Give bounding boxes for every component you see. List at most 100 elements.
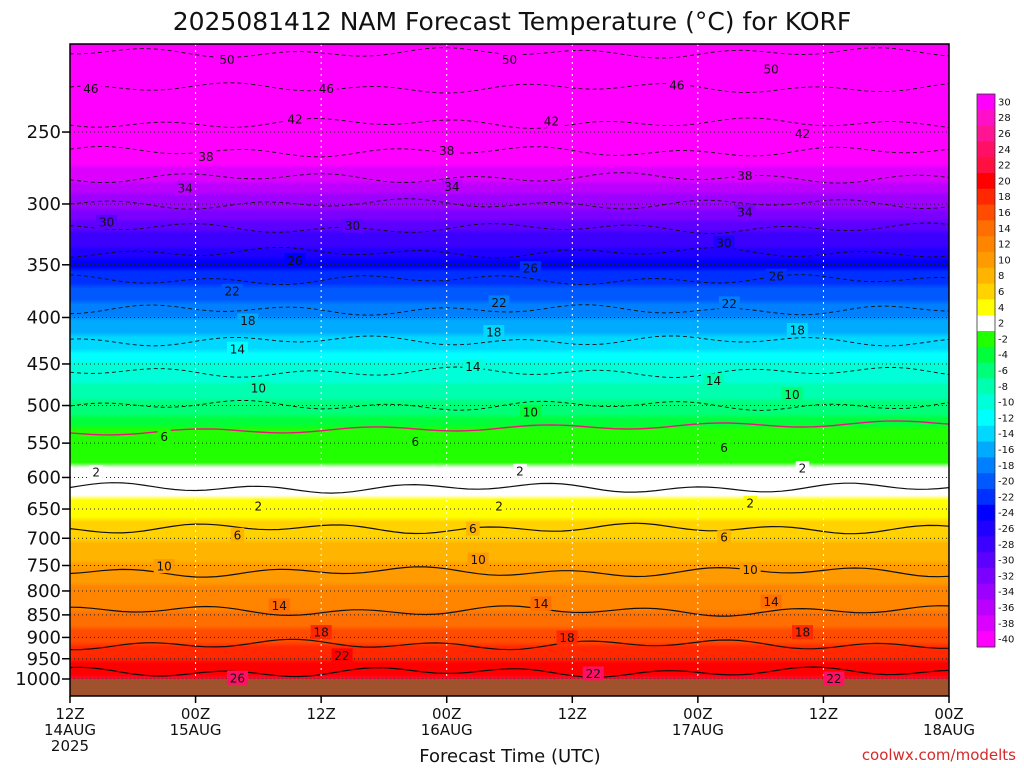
contour-line — [70, 172, 949, 184]
contour-label: 2 — [746, 496, 754, 510]
y-tick-label: 850 — [27, 605, 61, 626]
contour-label-bg — [408, 434, 423, 449]
contour-label: 10 — [251, 381, 266, 395]
colorbar-label: -22 — [998, 492, 1014, 503]
contour-line — [70, 400, 949, 411]
colorbar-frame — [976, 93, 996, 648]
contour-label-bg — [743, 495, 757, 510]
colorbar-label: 30 — [998, 97, 1011, 108]
colorbar-swatch — [977, 536, 995, 553]
y-tick-label: 950 — [27, 649, 61, 670]
y-tick-label: 700 — [27, 528, 61, 549]
contour-label-bg — [795, 461, 810, 476]
contour-label: 2 — [516, 464, 524, 478]
colorbar-swatch — [977, 410, 995, 427]
colorbar-label: 12 — [998, 240, 1011, 251]
contour-label: 14 — [763, 595, 778, 609]
contour-label-bg — [781, 387, 803, 402]
colorbar-swatch — [977, 157, 995, 174]
y-tick-label: 400 — [27, 307, 61, 328]
colorbar-label: 14 — [998, 224, 1011, 235]
contour-label-bg — [792, 126, 813, 141]
colorbar-swatch — [977, 520, 995, 537]
contour-label: 10 — [470, 553, 485, 567]
contour-label-bg — [734, 168, 756, 183]
colorbar-label: 24 — [998, 145, 1011, 156]
contour-label: 2 — [495, 499, 503, 513]
y-tick-label: 250 — [27, 122, 61, 143]
contour-line — [70, 335, 949, 347]
y-tick-label: 300 — [27, 194, 61, 215]
colorbar-swatch — [977, 441, 995, 458]
y-tick-label: 450 — [27, 354, 61, 375]
colorbar-label: -36 — [998, 603, 1014, 614]
colorbar-swatch — [977, 394, 995, 411]
colorbar-label: -30 — [998, 556, 1014, 567]
contour-label-bg — [666, 78, 688, 93]
contour-label: 10 — [743, 563, 758, 577]
contour-label: 50 — [502, 53, 517, 67]
colorbar-swatch — [977, 267, 995, 285]
colorbar-swatch — [977, 141, 995, 158]
contour-label: 26 — [287, 254, 302, 268]
contour-label: 2 — [255, 499, 263, 513]
contour-line — [70, 482, 949, 494]
y-tick-label: 550 — [27, 433, 61, 454]
contour-label: 46 — [83, 82, 98, 96]
contour-label: 38 — [737, 169, 752, 183]
contour-line — [70, 82, 949, 94]
contour-line — [70, 304, 949, 316]
x-tick-label: 00Z — [181, 705, 210, 723]
contour-label-bg — [483, 325, 505, 340]
contour-label-bg — [441, 179, 463, 194]
colorbar-label: 10 — [998, 255, 1011, 266]
contour-label: 6 — [234, 528, 242, 542]
colorbar-swatch — [977, 615, 995, 632]
colorbar-swatch — [977, 109, 995, 127]
contour-label: 26 — [523, 262, 538, 276]
contour-line — [70, 366, 949, 378]
x-tick-label: 12Z — [809, 705, 838, 723]
contour-label-bg — [462, 359, 484, 374]
colorbar-swatch — [977, 283, 995, 300]
chart-title: 2025081412 NAM Forecast Temperature (°C)… — [173, 7, 852, 36]
contour-label: 22 — [491, 296, 506, 310]
colorbar-label: -18 — [998, 461, 1014, 472]
colorbar-swatch — [977, 631, 995, 648]
contour-line — [70, 605, 949, 617]
colorbar-label: -4 — [998, 350, 1008, 361]
contour-label: 26 — [230, 671, 245, 685]
colorbar-swatch — [977, 425, 995, 443]
colorbar-label: 22 — [998, 161, 1011, 172]
contour-label: 18 — [795, 626, 810, 640]
colorbar-label: -10 — [998, 398, 1014, 409]
contour-label: 18 — [559, 631, 574, 645]
contour-label-bg — [342, 218, 364, 233]
contour-label: 42 — [795, 127, 810, 141]
colorbar-swatch — [977, 299, 995, 316]
contour-line — [70, 274, 949, 286]
contour-line — [70, 666, 949, 678]
colorbar-label: -8 — [998, 382, 1008, 393]
contour-label: 6 — [412, 435, 420, 449]
y-tick-label: 350 — [27, 255, 61, 276]
y-tick-label: 900 — [27, 627, 61, 648]
colorbar-swatch — [977, 568, 995, 585]
x-tick-label: 16AUG — [421, 721, 473, 739]
contour-label: 18 — [790, 324, 805, 338]
colorbar-swatch — [977, 457, 995, 474]
contour-label-bg — [221, 283, 243, 298]
contour-label-bg — [230, 527, 245, 542]
contour-label-bg — [174, 180, 196, 195]
colorbar-label: -28 — [998, 540, 1014, 551]
colorbar-label: -6 — [998, 366, 1008, 377]
colorbar-swatch — [977, 252, 995, 269]
colorbar-swatch — [977, 378, 995, 395]
colorbar-swatch — [977, 504, 995, 522]
colorbar: 30 28 26 24 22 20 18 16 14 12 10 8 6 4 2 -2 -4 -6 -8 -10 -12… — [976, 93, 1014, 648]
colorbar-swatch — [977, 188, 995, 206]
contour-label-bg — [792, 625, 813, 640]
